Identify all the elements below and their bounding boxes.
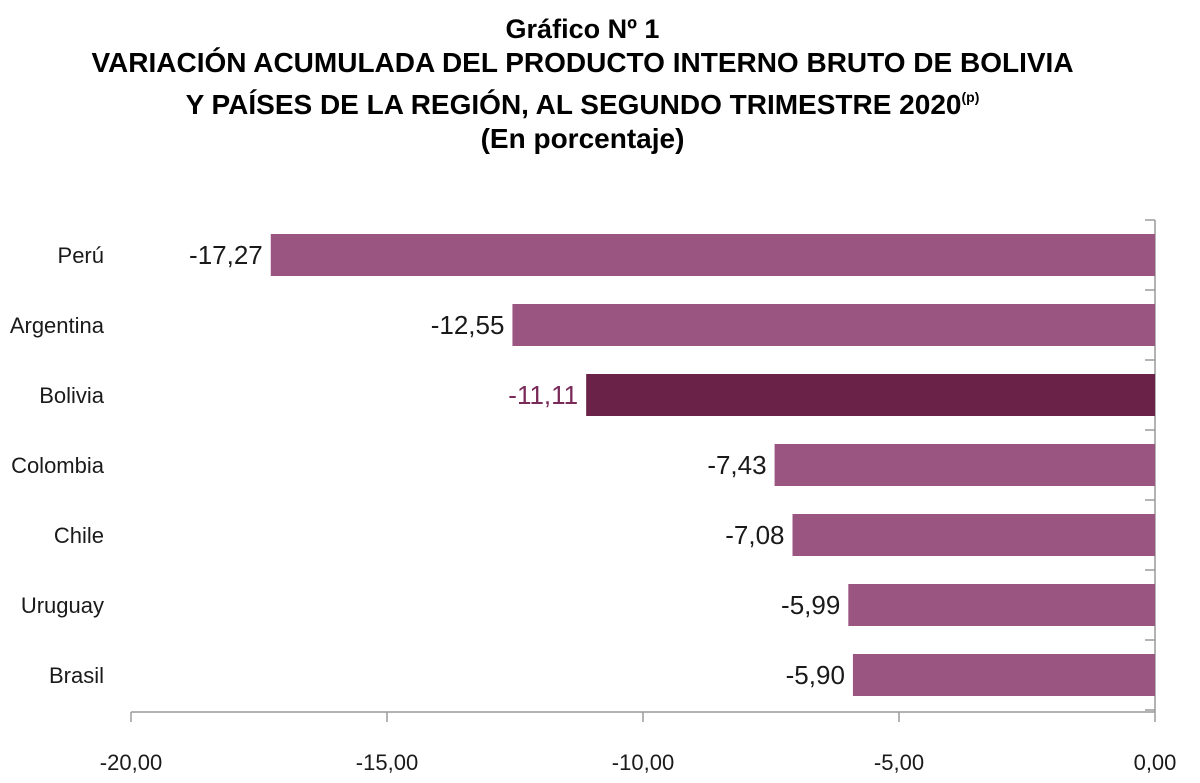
category-label: Colombia: [11, 453, 105, 478]
chart-title-number: Gráfico Nº 1: [505, 14, 660, 44]
category-label: Argentina: [10, 313, 105, 338]
x-tick-label: 0,00: [1134, 750, 1177, 775]
bar-colombia: [774, 444, 1155, 486]
data-label: -5,90: [786, 660, 845, 690]
data-label: -7,43: [707, 450, 766, 480]
category-label: Brasil: [49, 663, 104, 688]
data-label: -7,08: [725, 520, 784, 550]
bar-uruguay: [848, 584, 1155, 626]
category-label: Chile: [54, 523, 104, 548]
category-label: Perú: [58, 243, 104, 268]
x-tick-label: -15,00: [356, 750, 418, 775]
x-tick-label: -5,00: [874, 750, 924, 775]
chart-title-sub-text: Y PAÍSES DE LA REGIÓN, AL SEGUNDO TRIMES…: [185, 89, 962, 120]
bar-perú: [270, 234, 1155, 276]
bar-argentina: [512, 304, 1155, 346]
bar-bolivia: [586, 374, 1155, 416]
category-label: Uruguay: [21, 593, 104, 618]
x-tick-label: -20,00: [100, 750, 162, 775]
data-label: -11,11: [508, 380, 578, 410]
chart-unit: (En porcentaje): [480, 123, 685, 154]
x-tick-label: -10,00: [612, 750, 674, 775]
preliminary-note: (p): [961, 89, 980, 105]
bar-brasil: [852, 654, 1155, 696]
data-label: -17,27: [189, 240, 263, 270]
category-label: Bolivia: [39, 383, 105, 408]
data-label: -12,55: [431, 310, 505, 340]
chart-title-sub: Y PAÍSES DE LA REGIÓN, AL SEGUNDO TRIMES…: [0, 80, 1165, 122]
chart-title: Gráfico Nº 1 VARIACIÓN ACUMULADA DEL PRO…: [0, 12, 1165, 156]
chart-title-main: VARIACIÓN ACUMULADA DEL PRODUCTO INTERNO…: [91, 47, 1074, 78]
bar-chile: [792, 514, 1155, 556]
data-label: -5,99: [781, 590, 840, 620]
